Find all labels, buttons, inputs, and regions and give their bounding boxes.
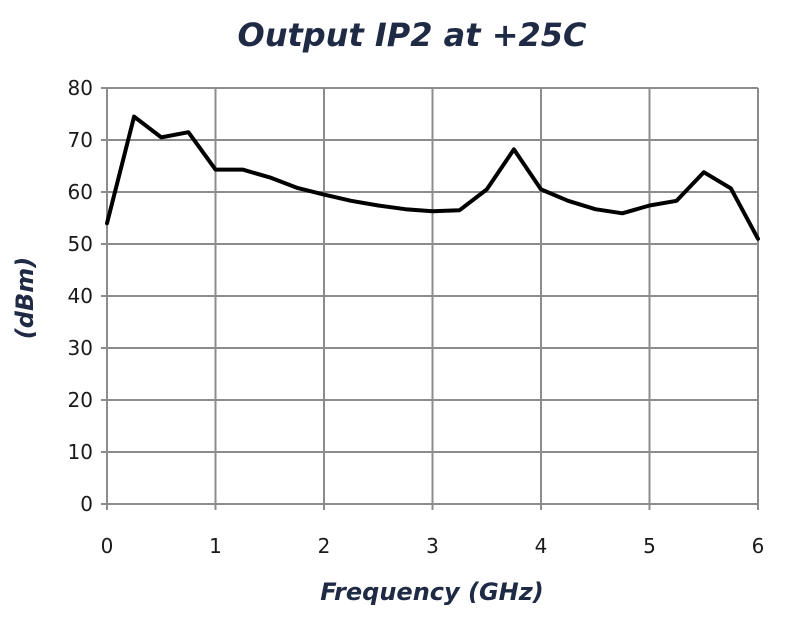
y-tick-label: 10 — [68, 440, 93, 464]
x-tick-label: 2 — [318, 534, 331, 558]
y-tick-label: 70 — [68, 128, 93, 152]
y-axis-label: (dBm) — [11, 257, 39, 339]
chart-title: Output IP2 at +25C — [237, 16, 587, 54]
x-tick-label: 4 — [535, 534, 548, 558]
y-tick-label: 50 — [68, 232, 93, 256]
x-axis-label: Frequency (GHz) — [320, 578, 543, 606]
y-tick-label: 80 — [68, 76, 93, 100]
x-tick-label: 1 — [209, 534, 222, 558]
x-tick-label: 6 — [752, 534, 765, 558]
y-tick-label: 20 — [68, 388, 93, 412]
x-tick-label: 5 — [643, 534, 656, 558]
y-tick-label: 30 — [68, 336, 93, 360]
x-tick-label: 3 — [426, 534, 439, 558]
x-tick-label: 0 — [101, 534, 114, 558]
y-tick-label: 0 — [80, 492, 93, 516]
y-tick-label: 60 — [68, 180, 93, 204]
y-tick-label: 40 — [68, 284, 93, 308]
